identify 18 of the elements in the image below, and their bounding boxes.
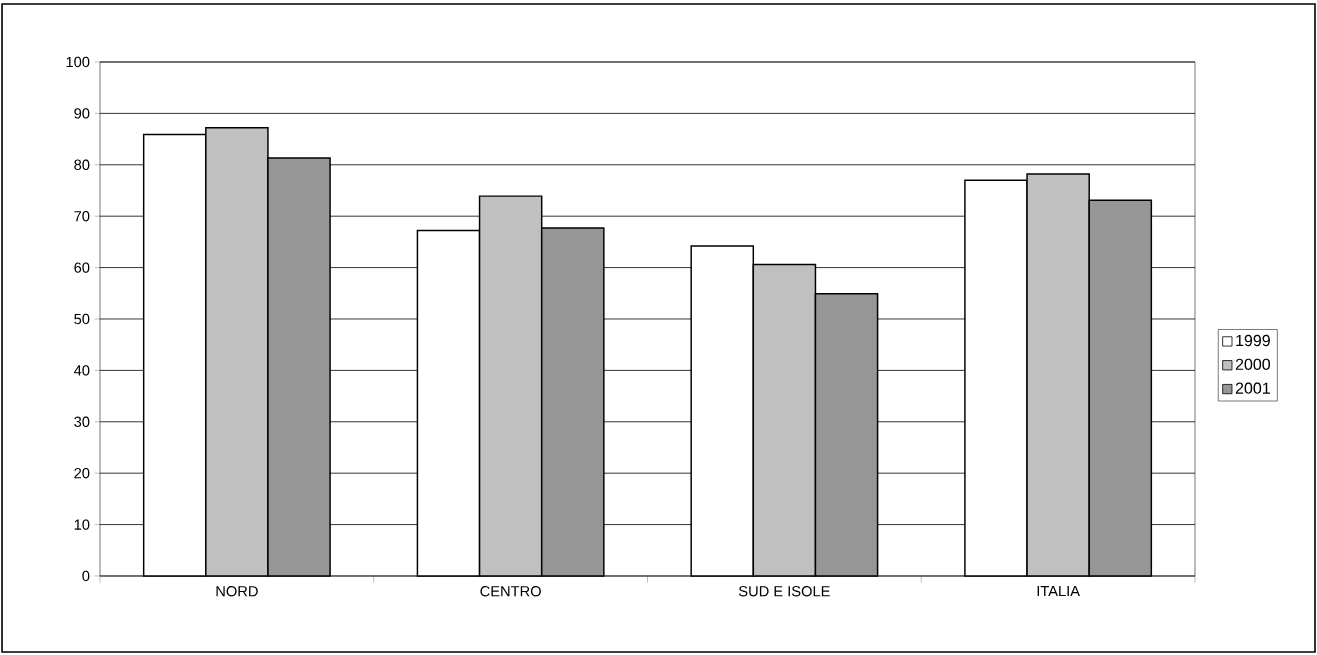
y-tick-label: 0 (82, 570, 90, 582)
x-tick-label: CENTRO (480, 586, 541, 597)
x-tick-label: SUD E ISOLE (739, 586, 830, 597)
y-tick-label: 40 (73, 365, 90, 376)
y-tick-label: 90 (74, 108, 90, 119)
y-tick-label: 20 (74, 468, 90, 479)
y-tick-label: 70 (74, 211, 90, 222)
legend-label: 2001 (1235, 382, 1270, 394)
y-tick-label: 30 (74, 416, 90, 427)
legend-label: 2000 (1235, 358, 1271, 370)
y-tick-label: 100 (66, 56, 90, 68)
x-tick-label: ITALIA (1037, 586, 1080, 597)
y-tick-label: 60 (74, 262, 90, 273)
y-tick-label: 10 (74, 519, 90, 530)
legend-label: 1999 (1236, 334, 1270, 347)
y-tick-label: 80 (74, 159, 90, 170)
x-tick-label: NORD (216, 586, 258, 597)
y-tick-label: 50 (74, 313, 90, 325)
